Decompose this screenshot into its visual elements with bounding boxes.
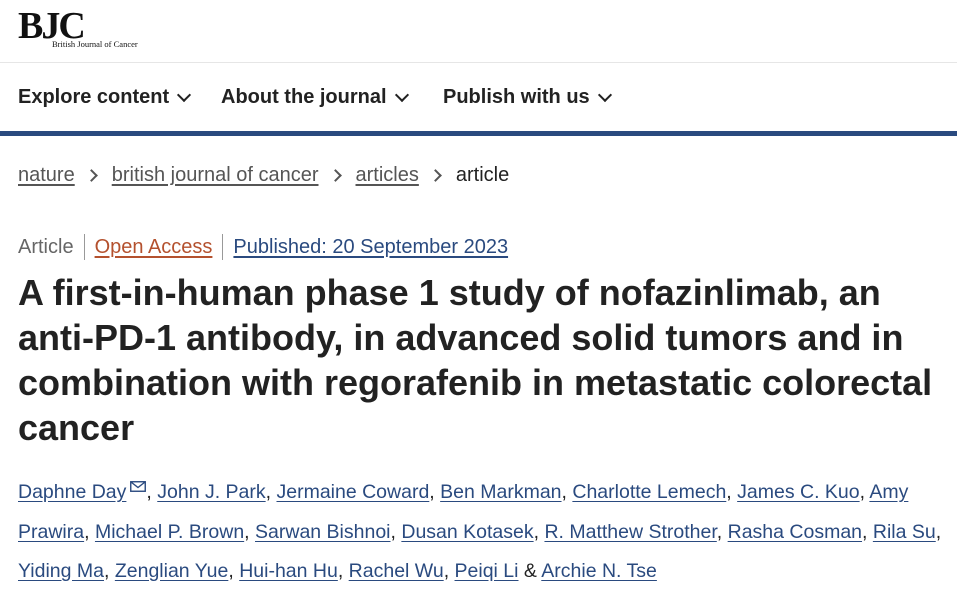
nav-label: About the journal bbox=[221, 86, 387, 108]
author-list: Daphne Day, John J. Park, Jermaine Cowar… bbox=[18, 481, 942, 582]
author-link[interactable]: Michael P. Brown bbox=[94, 520, 245, 543]
chevron-right-icon bbox=[428, 169, 442, 182]
breadcrumb-journal[interactable]: british journal of cancer bbox=[111, 164, 319, 186]
author-link[interactable]: Peiqi Li bbox=[454, 560, 519, 582]
author-link[interactable]: Dusan Kotasek bbox=[401, 520, 534, 543]
article-type: Article bbox=[18, 235, 74, 258]
breadcrumb-current: article bbox=[455, 164, 510, 186]
chevron-right-icon bbox=[84, 169, 98, 182]
author-link[interactable]: Rasha Cosman bbox=[727, 520, 863, 543]
site-header: BJC British Journal of Cancer bbox=[0, 0, 957, 63]
chevron-down-icon bbox=[177, 87, 192, 102]
author-link[interactable]: James C. Kuo bbox=[737, 481, 860, 503]
nav-label: Explore content bbox=[18, 86, 170, 108]
author-link[interactable]: Yiding Ma bbox=[18, 560, 104, 582]
breadcrumb-nature[interactable]: nature bbox=[18, 164, 75, 186]
mail-icon[interactable] bbox=[130, 481, 147, 492]
logo-subtitle: British Journal of Cancer bbox=[52, 39, 138, 49]
author-link[interactable]: Archie N. Tse bbox=[541, 560, 657, 582]
nav-publish-with-us[interactable]: Publish with us bbox=[443, 86, 612, 109]
author-link[interactable]: John J. Park bbox=[157, 481, 266, 503]
breadcrumb-articles[interactable]: articles bbox=[355, 164, 419, 186]
author-link[interactable]: Rila Su bbox=[872, 520, 936, 543]
author-link[interactable]: Rachel Wu bbox=[348, 560, 444, 582]
open-access-link[interactable]: Open Access bbox=[94, 235, 213, 258]
meta-divider bbox=[83, 234, 85, 260]
author-link[interactable]: Zenglian Yue bbox=[114, 560, 229, 582]
meta-divider bbox=[222, 234, 224, 260]
nav-explore-content[interactable]: Explore content bbox=[18, 86, 192, 109]
author-link[interactable]: Sarwan Bishnoi bbox=[255, 520, 391, 543]
author-link[interactable]: R. Matthew Strother bbox=[544, 520, 717, 543]
breadcrumb: nature british journal of cancer article… bbox=[18, 164, 509, 187]
author-link[interactable]: Hui-han Hu bbox=[239, 560, 338, 582]
nav-label: Publish with us bbox=[443, 86, 590, 108]
chevron-right-icon bbox=[328, 169, 342, 182]
author-link[interactable]: Amy Prawira bbox=[18, 481, 909, 543]
author-link[interactable]: Charlotte Lemech bbox=[572, 481, 727, 503]
logo-mark: BJC bbox=[18, 5, 86, 47]
journal-logo[interactable]: BJC British Journal of Cancer bbox=[18, 6, 148, 50]
article-title: A first-in-human phase 1 study of nofazi… bbox=[18, 272, 933, 448]
article-meta: Article Open Access Published: 20 Septem… bbox=[18, 234, 508, 260]
author-link[interactable]: Jermaine Coward bbox=[276, 481, 430, 503]
published-date-link[interactable]: Published: 20 September 2023 bbox=[233, 235, 509, 258]
nav-about-the-journal[interactable]: About the journal bbox=[221, 86, 409, 109]
chevron-down-icon bbox=[597, 87, 612, 102]
chevron-down-icon bbox=[394, 87, 409, 102]
author-link[interactable]: Ben Markman bbox=[440, 481, 562, 503]
main-nav: Explore content About the journal Publis… bbox=[0, 63, 957, 136]
author-link[interactable]: Daphne Day bbox=[18, 481, 127, 503]
